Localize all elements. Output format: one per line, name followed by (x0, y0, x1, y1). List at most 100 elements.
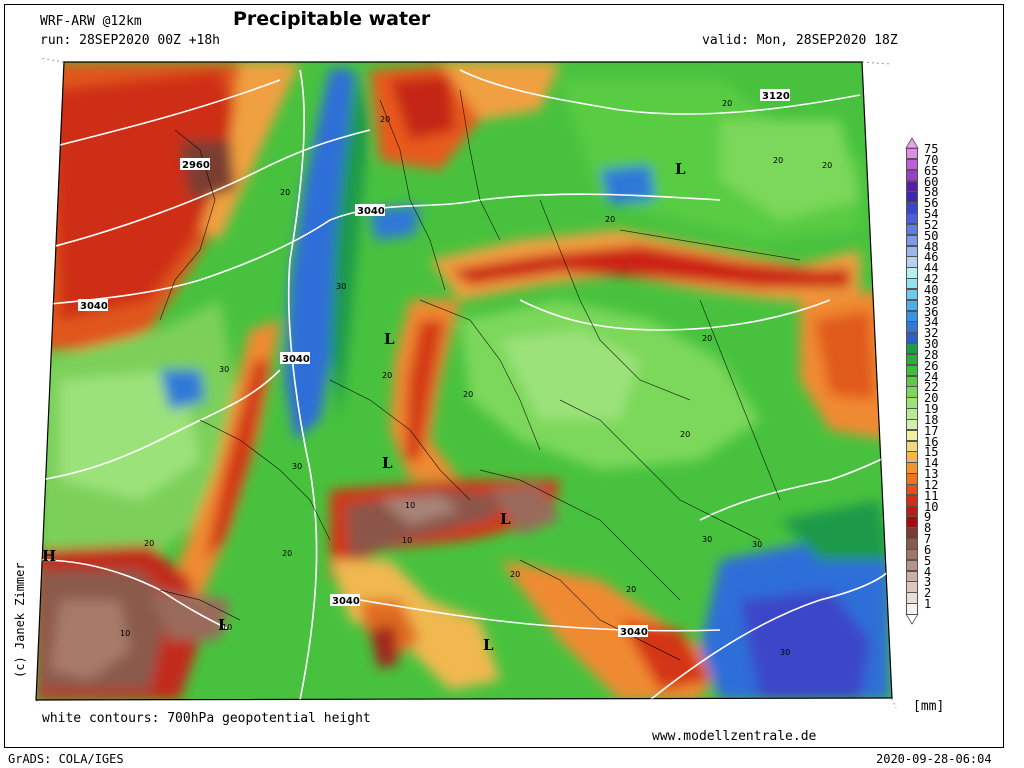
legend-value: 2 (924, 586, 932, 601)
copyright-label: (c) Janek Zimmer (13, 562, 27, 678)
value-label: 30 (336, 282, 346, 291)
legend-value: 48 (924, 239, 939, 254)
legend-swatch (906, 429, 918, 442)
legend-unit: [mm] (913, 699, 945, 714)
legend-swatch (906, 288, 918, 301)
legend-swatch (906, 256, 918, 268)
legend-swatch (906, 213, 918, 225)
legend-swatch (906, 408, 918, 420)
legend-swatch (906, 505, 918, 518)
high-pressure-mark: H (42, 547, 56, 565)
legend-value: 32 (924, 326, 939, 341)
legend-value: 13 (924, 467, 939, 482)
contour-label: 2960 (182, 160, 210, 171)
value-label: 30 (752, 540, 762, 549)
legend-swatch (906, 343, 918, 355)
legend-swatch (906, 158, 918, 171)
value-label: 30 (219, 365, 229, 374)
legend-value: 50 (924, 228, 939, 243)
legend-value: 58 (924, 185, 939, 200)
legend-top-triangle (905, 137, 919, 149)
value-label: 10 (402, 536, 412, 545)
legend-swatch (906, 603, 918, 615)
legend-value: 70 (924, 152, 939, 167)
map-title: Precipitable water (233, 8, 431, 30)
legend-value: 7 (924, 532, 932, 547)
legend-swatch (906, 418, 918, 431)
legend-value: 52 (924, 217, 939, 232)
legend-swatch (906, 570, 918, 583)
contour-label: 3120 (762, 91, 790, 102)
legend-value: 42 (924, 272, 939, 287)
legend-value: 34 (924, 315, 939, 330)
legend-value: 30 (924, 337, 939, 352)
legend-swatch (906, 451, 918, 463)
legend-swatch (906, 353, 918, 366)
pressure-mark-group: L L L L L H L (42, 160, 686, 654)
model-label: WRF-ARW @12km (40, 14, 142, 29)
legend-value: 5 (924, 553, 932, 568)
legend-value: 9 (924, 510, 932, 525)
legend-swatch (906, 299, 918, 312)
legend-swatch (906, 559, 918, 572)
value-label: 20 (680, 430, 690, 439)
legend-swatch (906, 278, 918, 290)
legend-swatch (906, 310, 918, 322)
contour-label-group: 3120 2960 3040 3040 3040 3040 3040 (78, 89, 790, 638)
legend-value: 26 (924, 358, 939, 373)
low-pressure-mark: L (675, 160, 686, 178)
run-label: run: 28SEP2020 00Z +18h (40, 33, 221, 48)
legend-swatch (906, 321, 918, 333)
legend-value: 15 (924, 445, 939, 460)
legend-value: 11 (924, 488, 939, 503)
legend-value: 65 (924, 163, 939, 178)
value-label: 20 (382, 371, 392, 380)
value-label-group: 20 20 20 20 20 20 30 30 30 30 30 30 20 2… (120, 99, 832, 657)
timestamp-label: 2020-09-28-06:04 (876, 752, 992, 766)
low-pressure-mark: L (500, 510, 511, 528)
legend-swatch (906, 494, 918, 507)
legend-swatch (906, 332, 918, 344)
legend-value: 1 (924, 597, 932, 612)
legend-value: 22 (924, 380, 939, 395)
legend-value: 38 (924, 293, 939, 308)
country-borders (159, 89, 801, 661)
legend-value: 20 (924, 391, 939, 406)
legend-swatch (906, 462, 918, 474)
legend-swatch (906, 223, 918, 236)
legend-value: 3 (924, 575, 932, 590)
legend-swatch (906, 397, 918, 409)
legend-swatch (906, 538, 918, 550)
legend-value: 8 (924, 521, 932, 536)
low-pressure-mark: L (382, 454, 393, 472)
legend-value: 10 (924, 499, 939, 514)
low-pressure-mark: L (483, 636, 494, 654)
low-pressure-mark: L (218, 616, 229, 634)
value-label: 20 (510, 570, 520, 579)
software-label: GrADS: COLA/IGES (8, 752, 124, 766)
legend-value: 4 (924, 564, 932, 579)
legend-swatch (906, 440, 918, 453)
legend-value: 56 (924, 196, 939, 211)
value-label: 20 (380, 115, 390, 124)
contour-label: 3040 (332, 596, 360, 607)
contour-label: 3040 (80, 301, 108, 312)
legend-swatch (906, 180, 918, 192)
value-label: 10 (222, 623, 232, 632)
precip-field (36, 62, 892, 700)
value-label: 20 (822, 161, 832, 170)
legend-value: 54 (924, 207, 939, 222)
contour-label: 3040 (620, 627, 648, 638)
legend-value: 75 (924, 142, 939, 156)
legend-swatch (906, 148, 918, 160)
legend-swatch (906, 516, 918, 528)
legend-value: 18 (924, 412, 939, 427)
value-label: 20 (702, 334, 712, 343)
low-pressure-mark: L (384, 330, 395, 348)
legend-value: 28 (924, 347, 939, 362)
legend-swatch (906, 581, 918, 593)
value-label: 10 (405, 501, 415, 510)
legend-swatch (906, 483, 918, 496)
contour-label: 3040 (357, 206, 385, 217)
value-label: 20 (463, 390, 473, 399)
